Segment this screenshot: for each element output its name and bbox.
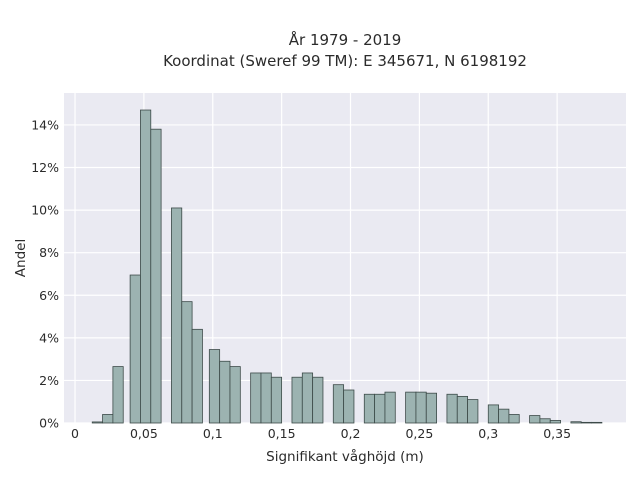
histogram-bar — [498, 408, 510, 424]
histogram-bar — [250, 372, 262, 424]
y-tick-label: 2% — [39, 373, 59, 388]
histogram-bar — [219, 360, 231, 424]
histogram-bar — [467, 399, 479, 424]
x-tick-label: 0,3 — [478, 426, 498, 441]
histogram-bar — [171, 207, 183, 424]
x-tick-label: 0,2 — [341, 426, 361, 441]
y-tick-label: 4% — [39, 330, 59, 345]
histogram-bar — [129, 274, 141, 424]
y-tick-label: 12% — [31, 160, 59, 175]
histogram-bar — [529, 415, 541, 424]
histogram-bar — [446, 393, 458, 424]
x-tick-label: 0,15 — [268, 426, 296, 441]
histogram-bar — [291, 376, 303, 424]
x-tick-label: 0,1 — [203, 426, 223, 441]
histogram-bar — [102, 414, 114, 424]
y-axis-label: Andel — [13, 239, 29, 277]
x-tick-label: 0,35 — [543, 426, 571, 441]
histogram-bar — [150, 128, 162, 424]
x-tick-label: 0,05 — [130, 426, 158, 441]
histogram-bar — [580, 421, 592, 424]
x-axis-label: Signifikant våghöjd (m) — [266, 448, 424, 465]
histogram-bar — [91, 421, 103, 424]
histogram-bar — [591, 421, 603, 424]
histogram-bar — [570, 421, 582, 424]
histogram-bar — [487, 404, 499, 424]
y-tick-label: 8% — [39, 245, 59, 260]
histogram-bar — [208, 349, 221, 424]
histogram-bar — [181, 301, 193, 424]
y-tick-label: 10% — [31, 203, 59, 218]
histogram-bar — [456, 395, 468, 424]
y-tick-label: 0% — [39, 416, 59, 431]
histogram-bar — [191, 328, 203, 424]
histogram-bar — [343, 389, 355, 424]
y-axis-ticks: 0% 2% 4% 6% 8% 10% 12% 14% — [31, 117, 59, 430]
histogram-bar — [301, 372, 314, 424]
histogram-bar — [539, 418, 551, 424]
x-tick-label: 0 — [71, 426, 79, 441]
histogram-bar — [374, 393, 386, 424]
histogram-bar — [384, 391, 396, 424]
chart-title: År 1979 - 2019 — [289, 30, 402, 49]
x-axis-ticks: 0 0,05 0,1 0,15 0,2 0,25 0,3 0,35 — [71, 426, 571, 441]
histogram-bar — [312, 376, 324, 424]
histogram-bar — [508, 414, 520, 424]
histogram-bar — [363, 393, 376, 424]
histogram-bar — [112, 366, 124, 424]
bars — [91, 109, 603, 424]
histogram-bar — [229, 366, 241, 424]
histogram-bar — [549, 420, 561, 424]
chart-subtitle: Koordinat (Sweref 99 TM): E 345671, N 61… — [163, 52, 527, 70]
histogram-bar — [405, 391, 417, 424]
histogram-bar — [332, 384, 345, 424]
histogram-bar — [260, 372, 272, 424]
histogram-bar — [425, 392, 438, 424]
y-tick-label: 6% — [39, 288, 59, 303]
histogram-bar — [415, 391, 427, 424]
histogram-bar — [270, 376, 283, 424]
histogram-bar — [140, 109, 152, 424]
y-tick-label: 14% — [31, 117, 59, 132]
x-tick-label: 0,25 — [405, 426, 433, 441]
